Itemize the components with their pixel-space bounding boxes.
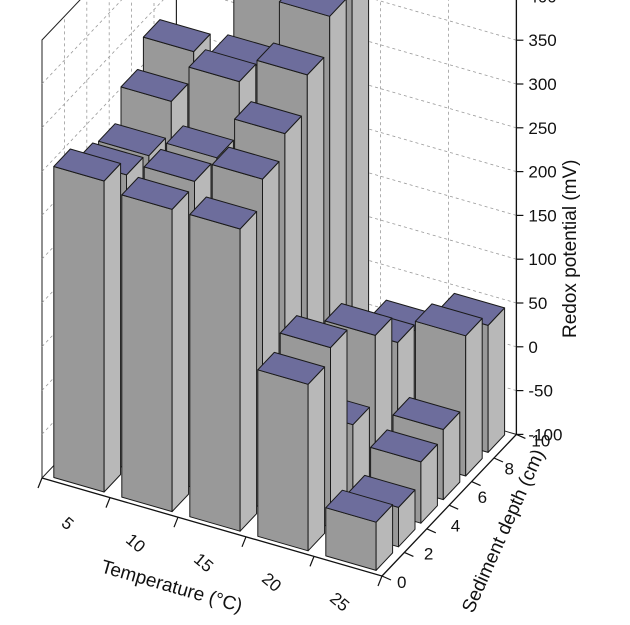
y-tick xyxy=(426,528,437,534)
x-tick-label: 20 xyxy=(258,569,285,596)
bar-side-face xyxy=(307,366,326,552)
bar-top-face xyxy=(166,125,234,159)
z-tick-label: 0 xyxy=(528,338,537,357)
z-tick-label: -100 xyxy=(528,425,562,444)
x-tick xyxy=(173,516,179,528)
z-axis-title: Redox potential (mV) xyxy=(560,160,581,338)
bar-side-face xyxy=(239,211,258,532)
bar-top-face xyxy=(120,69,189,102)
bar-top-face xyxy=(188,49,257,83)
x-tick-label: 25 xyxy=(326,589,353,616)
bar-top-face xyxy=(278,0,346,17)
z-tick-label: 150 xyxy=(528,206,556,225)
y-tick xyxy=(448,504,459,510)
bar xyxy=(53,148,122,493)
bar-top-face xyxy=(53,148,122,182)
z-tick-label: 100 xyxy=(528,250,556,269)
chart-axes: 5101520250246810-100-5005010015020025030… xyxy=(37,0,562,616)
bar-top-face xyxy=(98,123,166,157)
x-tick-label: 5 xyxy=(58,513,77,534)
bar-top-face xyxy=(234,101,302,135)
bar-top-face xyxy=(143,148,212,182)
bar-front-face xyxy=(121,194,173,513)
x-tick xyxy=(37,477,43,489)
bar-top-face xyxy=(121,176,190,210)
bar-top-face xyxy=(414,303,483,337)
y-tick-label: 2 xyxy=(424,545,433,564)
z-tick-label: 50 xyxy=(528,294,547,313)
z-tick-label: 200 xyxy=(528,163,556,182)
chart-bars xyxy=(53,0,506,571)
bar xyxy=(189,196,258,532)
x-tick xyxy=(241,536,247,548)
bar-top-face xyxy=(325,489,394,523)
bar-top-face xyxy=(370,429,438,463)
y-tick xyxy=(516,433,526,439)
bar-front-face xyxy=(257,369,309,552)
bar-top-face xyxy=(257,351,326,385)
bar-top-face xyxy=(189,196,258,230)
y-tick xyxy=(493,457,504,463)
bar-side-face xyxy=(487,307,506,453)
bar-top-face xyxy=(256,42,325,76)
bar-side-face xyxy=(171,191,190,513)
x-tick xyxy=(377,575,383,587)
z-tick-label: 300 xyxy=(528,75,556,94)
z-tick-label: 350 xyxy=(528,31,556,50)
z-tick-label: 250 xyxy=(528,119,556,138)
bar-top-face xyxy=(324,303,393,336)
bar-front-face xyxy=(53,166,105,493)
bar xyxy=(257,351,326,552)
y-tick-label: 4 xyxy=(451,516,460,535)
x-tick xyxy=(105,497,111,508)
bar-top-face xyxy=(211,146,280,180)
x-tick xyxy=(309,556,315,567)
y-tick-label: 6 xyxy=(478,488,487,507)
bar-front-face xyxy=(189,214,241,532)
y-tick-label: 0 xyxy=(397,573,406,592)
x-axis-line xyxy=(41,477,383,577)
x-axis-title: Temperature (°C) xyxy=(99,557,245,617)
bar-top-face xyxy=(392,397,461,430)
bar-side-face xyxy=(465,317,483,477)
y-tick xyxy=(404,551,414,557)
bar-top-face xyxy=(279,315,348,349)
bar xyxy=(121,176,190,513)
y-tick-label: 8 xyxy=(505,460,514,479)
x-tick-label: 10 xyxy=(122,530,149,557)
z-tick-label: 400 xyxy=(528,0,556,6)
bar xyxy=(325,489,394,571)
z-tick-label: -50 xyxy=(528,382,553,401)
x-tick-label: 15 xyxy=(190,549,217,576)
y-tick xyxy=(471,481,481,487)
y-tick-label: 10 xyxy=(531,431,550,450)
bar-top-face xyxy=(142,19,211,53)
bar-side-face xyxy=(103,163,122,493)
y-tick xyxy=(381,575,392,581)
